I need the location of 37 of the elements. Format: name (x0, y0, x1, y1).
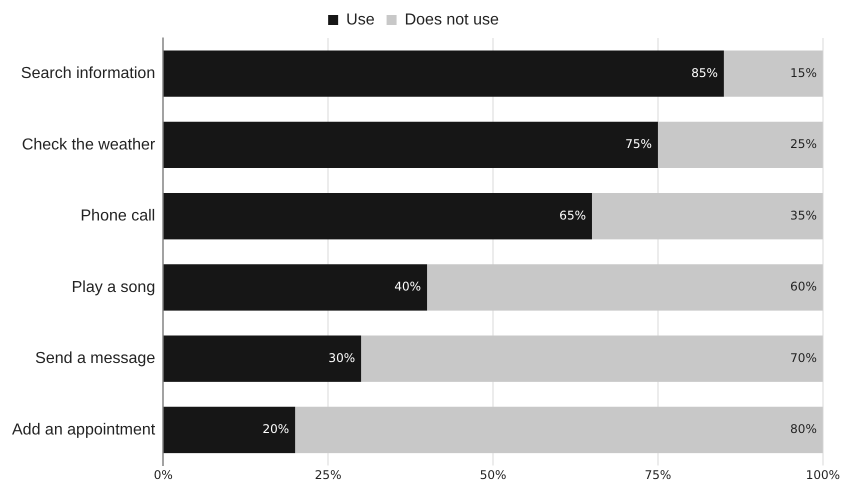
y-tick-label: Phone call (80, 208, 156, 225)
legend-label: Use (346, 11, 375, 28)
bar (361, 336, 823, 382)
bar (164, 336, 362, 382)
data-label: 35% (790, 208, 817, 222)
x-tick-label: 25% (314, 468, 342, 482)
data-label: 65% (559, 208, 586, 222)
y-tick-label: Check the weather (22, 136, 156, 154)
bar (164, 193, 592, 240)
bar (592, 193, 823, 240)
bar (658, 122, 823, 168)
data-label: 80% (790, 422, 817, 436)
x-tick-label: 75% (644, 468, 672, 482)
data-label: 60% (790, 280, 817, 294)
data-label: 40% (394, 280, 422, 294)
legend-label: Does not use (404, 11, 499, 28)
y-tick-label: Send a message (35, 350, 156, 368)
bar (164, 406, 296, 454)
bar (164, 264, 428, 311)
data-label: 75% (625, 137, 652, 152)
y-tick-label: Search information (20, 65, 156, 82)
bar (427, 264, 823, 311)
x-tick-label: 50% (480, 468, 506, 482)
bar (724, 50, 823, 97)
data-label: 70% (790, 350, 817, 365)
x-tick-label: 0% (154, 468, 173, 482)
x-tick-label: 100% (806, 468, 840, 482)
data-label: 30% (328, 350, 356, 365)
data-label: 15% (790, 66, 817, 80)
data-label: 25% (790, 137, 817, 152)
bar (164, 122, 658, 168)
bar (295, 406, 823, 454)
y-tick-label: Add an appointment (12, 421, 156, 438)
bar (164, 50, 724, 97)
data-label: 85% (691, 66, 718, 80)
data-label: 20% (262, 422, 290, 436)
y-tick-label: Play a song (72, 278, 156, 296)
